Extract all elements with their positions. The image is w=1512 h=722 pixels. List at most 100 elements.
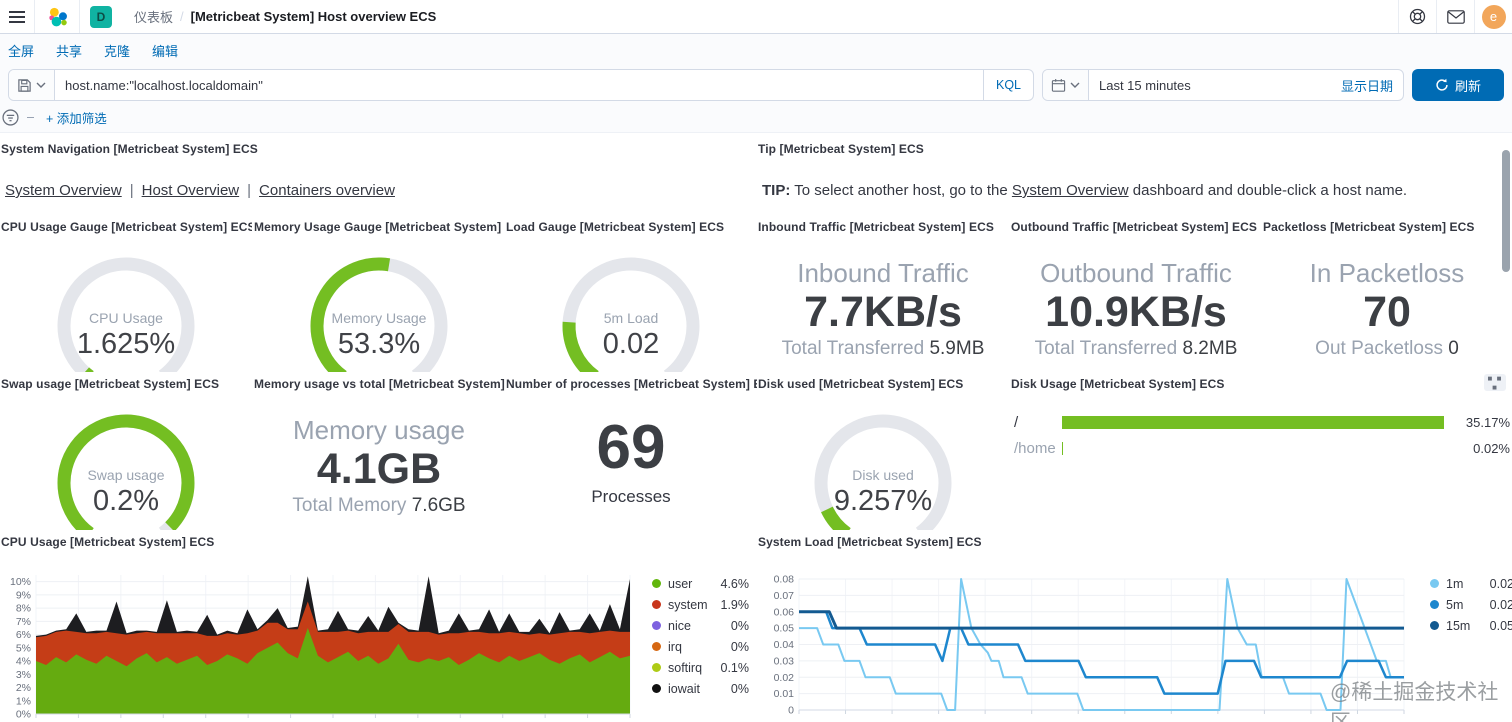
gauge-value: 9.257% [833, 485, 933, 517]
panel-title: Tip [Metricbeat System] ECS [758, 142, 924, 156]
legend-name: 1m [1446, 576, 1464, 591]
panel-title: System Navigation [Metricbeat System] EC… [1, 142, 258, 156]
legend-item-1m[interactable]: 1m 0.02 [1430, 576, 1512, 591]
svg-text:9%: 9% [16, 589, 31, 601]
legend-item-iowait[interactable]: iowait 0% [652, 681, 749, 696]
tip-text-after: dashboard and double-click a host name. [1128, 182, 1408, 199]
svg-text:0.06: 0.06 [774, 606, 795, 618]
hamburger-menu-button[interactable] [0, 0, 34, 33]
link-system-overview[interactable]: System Overview [1011, 182, 1129, 199]
search-input[interactable] [55, 70, 983, 100]
legend-name: irq [668, 639, 682, 654]
legend-item-irq[interactable]: irq 0% [652, 639, 749, 654]
panel-load-gauge: Load Gauge [Metricbeat System] ECS 5m Lo… [505, 215, 757, 395]
legend-name: softirq [668, 660, 703, 675]
panel-memory-usage-vs-total: Memory usage vs total [Metricbeat System… [253, 372, 505, 528]
legend-value: 0.05 [1489, 618, 1512, 633]
legend-item-softirq[interactable]: softirq 0.1% [652, 660, 749, 675]
panel-title: Load Gauge [Metricbeat System] ECS [506, 220, 725, 234]
user-menu-button[interactable]: e [1474, 0, 1512, 33]
svg-text:4%: 4% [16, 656, 31, 668]
panel-system-load-chart: System Load [Metricbeat System] ECS 0 0.0… [757, 530, 1512, 722]
dashboard-grid: System Navigation [Metricbeat System] EC… [0, 133, 1512, 722]
mail-icon [1446, 9, 1465, 24]
space-badge[interactable]: D [90, 5, 112, 28]
panel-options-button[interactable]: ■ ■ ■ [1484, 374, 1506, 392]
clone-button[interactable]: 克隆 [104, 44, 131, 59]
add-filter-button[interactable]: + 添加筛选 [46, 112, 107, 126]
legend-item-system[interactable]: system 1.9% [652, 597, 749, 612]
help-button[interactable] [1398, 0, 1436, 33]
legend-value: 1.9% [720, 597, 750, 612]
panel-title: Inbound Traffic [Metricbeat System] ECS [758, 220, 994, 234]
metric-label: Memory usage [293, 415, 465, 445]
panel-title: Memory usage vs total [Metricbeat System… [254, 377, 505, 391]
panel-title: Number of processes [Metricbeat System] … [506, 377, 757, 391]
legend-value: 4.6% [720, 576, 750, 591]
legend-item-nice[interactable]: nice 0% [652, 618, 749, 633]
legend-value: 0% [730, 639, 749, 654]
legend-dot [652, 663, 661, 672]
packetloss-metric: In Packetloss 70 Out Packetloss 0 [1262, 258, 1512, 360]
panel-packetloss: Packetloss [Metricbeat System] ECS In Pa… [1262, 215, 1512, 370]
panel-outbound-traffic: Outbound Traffic [Metricbeat System] ECS… [1010, 215, 1262, 370]
panel-cpu-usage-chart: CPU Usage [Metricbeat System] ECS 0% 1% 2%… [0, 530, 750, 722]
notifications-button[interactable] [1436, 0, 1474, 33]
metric-label: Outbound Traffic [1040, 258, 1232, 288]
save-icon [18, 78, 31, 92]
metric-label: Inbound Traffic [797, 258, 969, 288]
tip-label: TIP: [762, 182, 791, 199]
saved-query-menu-button[interactable] [9, 70, 55, 100]
chevron-down-icon [36, 82, 46, 88]
legend-item-user[interactable]: user 4.6% [652, 576, 749, 591]
panel-title: Swap usage [Metricbeat System] ECS [1, 377, 220, 391]
legend-dot [652, 642, 661, 651]
link-system-overview[interactable]: System Overview [5, 182, 122, 199]
dashboard-menu-bar: 全屏 共享 克隆 编辑 [0, 34, 1512, 67]
legend-dot [652, 621, 661, 630]
svg-text:0.08: 0.08 [774, 575, 795, 586]
panel-title: System Load [Metricbeat System] ECS [758, 535, 982, 549]
legend-item-5m[interactable]: 5m 0.02 [1430, 597, 1512, 612]
disk-mount-label: / [1014, 413, 1019, 431]
time-range-button[interactable]: Last 15 minutes [1099, 77, 1191, 93]
svg-text:0%: 0% [16, 709, 31, 721]
page-title: [Metricbeat System] Host overview ECS [190, 9, 437, 24]
share-button[interactable]: 共享 [56, 44, 83, 59]
svg-text:0.07: 0.07 [774, 590, 795, 602]
svg-text:7%: 7% [16, 616, 31, 628]
divider [34, 0, 35, 33]
vertical-scrollbar[interactable] [1502, 150, 1510, 272]
calendar-icon [1051, 78, 1066, 92]
edit-button[interactable]: 编辑 [152, 44, 179, 59]
metric-sub-value: 7.6GB [411, 495, 466, 517]
panel-title: Outbound Traffic [Metricbeat System] ECS [1011, 220, 1258, 234]
gauge-label: CPU Usage [89, 310, 163, 326]
legend-value: 0.02 [1489, 597, 1512, 612]
breadcrumb-dashboards[interactable]: 仪表板 [134, 10, 174, 25]
svg-text:8%: 8% [16, 603, 31, 615]
panel-title: CPU Usage [Metricbeat System] ECS [1, 535, 215, 549]
refresh-button[interactable]: 刷新 [1412, 69, 1504, 101]
filter-icon[interactable] [2, 109, 19, 126]
link-containers-overview[interactable]: Containers overview [259, 182, 395, 199]
gauge-value: 53.3% [337, 328, 421, 360]
search-group: KQL [8, 69, 1034, 101]
svg-text:0.04: 0.04 [774, 639, 795, 651]
query-bar: KQL Last 15 minutes 显示日期 [0, 67, 1512, 103]
legend-item-15m[interactable]: 15m 0.05 [1430, 618, 1512, 633]
query-language-button[interactable]: KQL [982, 70, 1033, 100]
link-host-overview[interactable]: Host Overview [141, 182, 240, 199]
show-dates-button[interactable]: 显示日期 [1340, 78, 1393, 94]
metric-sub-value: 0 [1448, 338, 1459, 360]
elastic-home-button[interactable] [35, 0, 79, 33]
panel-memory-usage-gauge: Memory Usage Gauge [Metricbeat System] E… [253, 215, 505, 395]
fullscreen-button[interactable]: 全屏 [8, 44, 35, 59]
disk-mount-label: /home [1014, 439, 1056, 457]
legend-name: iowait [668, 681, 700, 696]
cpu-chart-legend: user 4.6% system 1.9% nice 0% irq 0% [652, 576, 749, 702]
panel-system-navigation: System Navigation [Metricbeat System] EC… [0, 137, 750, 213]
cpu-usage-area-chart: 0% 1%2%3%4% 5%6%7%8% 9%10% [10, 575, 631, 721]
date-quick-select-button[interactable] [1043, 70, 1089, 100]
